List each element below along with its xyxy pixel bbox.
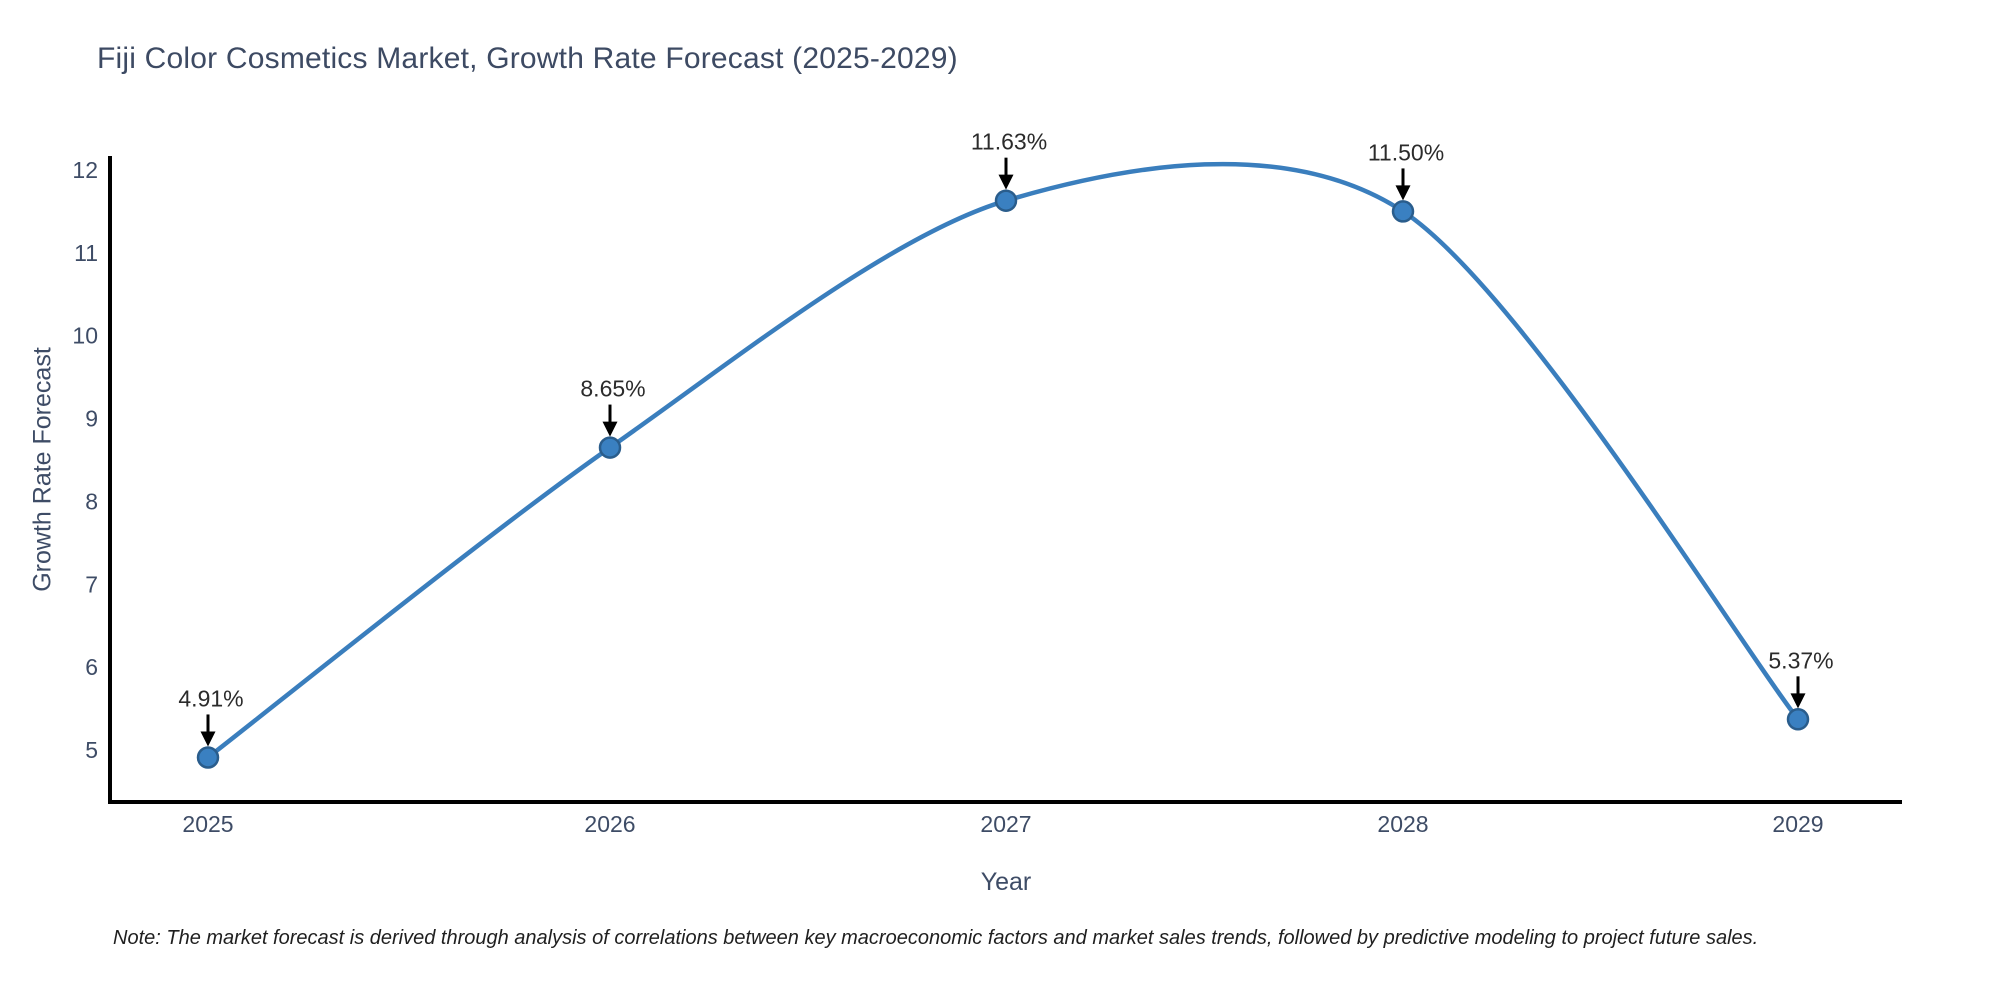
y-tick-labels: 5 6 7 8 9 10 11 12 [72,157,98,763]
y-tick-label: 9 [85,406,98,432]
annotation-arrow-head [1395,185,1411,201]
data-point-marker [1391,200,1415,223]
y-tick-label: 10 [72,323,98,349]
data-point-marker [598,436,622,459]
y-tick-label: 12 [72,157,98,183]
x-tick-label: 2027 [980,811,1031,837]
footnote: Note: The market forecast is derived thr… [113,927,1759,949]
y-tick-label: 8 [85,488,98,514]
data-point-marker [196,746,220,769]
point-value-label: 5.37% [1768,647,1833,673]
x-tick-labels: 2025 2026 2027 2028 2029 [182,811,1823,837]
y-tick-label: 5 [85,737,98,763]
annotation-arrow-head [602,421,618,437]
point-value-label: 11.50% [1368,139,1444,165]
forecast-curve [205,161,1801,760]
y-tick-label: 6 [85,654,98,680]
data-point-marker [1786,708,1810,731]
annotation-arrow-head [1790,693,1806,709]
data-point-marker [994,189,1018,212]
x-tick-label: 2029 [1772,811,1823,837]
x-tick-label: 2028 [1377,811,1428,837]
x-tick-label: 2026 [584,811,635,837]
y-tick-label: 7 [85,571,98,597]
series-layer [196,161,1810,769]
annotation-arrow-head [998,174,1014,190]
annotation-arrow-head [200,731,216,747]
annotation-layer: 4.91% 8.65% 11.63% 11.50% 5.37% [178,129,1834,747]
x-axis-title: Year [980,868,1032,896]
y-tick-label: 11 [74,240,98,266]
point-value-label: 11.63% [971,129,1047,155]
chart-title: Fiji Color Cosmetics Market, Growth Rate… [97,42,958,75]
x-tick-label: 2025 [182,811,233,837]
axis-spines [108,156,1902,804]
point-value-label: 4.91% [178,685,243,711]
point-value-label: 8.65% [580,376,645,402]
